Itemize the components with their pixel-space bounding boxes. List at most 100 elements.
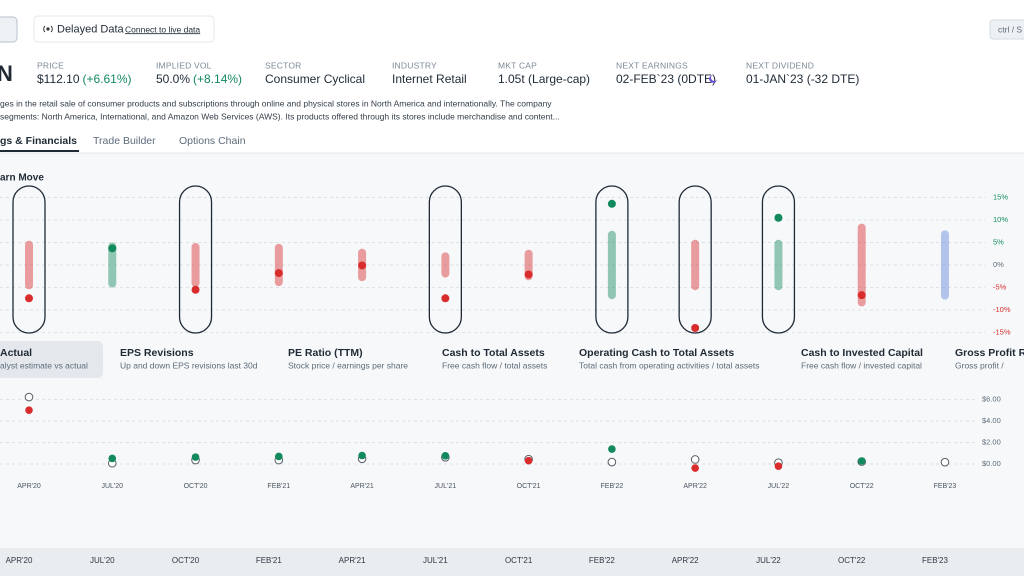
x-tick-label: FEB'21 (267, 483, 290, 490)
highlight-outline (678, 185, 712, 334)
move-range (940, 230, 949, 300)
field-value: 02-FEB`23 (0DTE) (616, 72, 716, 86)
timeline-label[interactable]: APR'20 (6, 556, 33, 565)
metric-title[interactable]: PE Ratio (TTM) (288, 347, 363, 359)
connect-link[interactable]: Connect to live data (125, 24, 200, 34)
move-range (774, 239, 783, 291)
metric-subtitle[interactable]: Total cash from operating activities / t… (579, 360, 759, 370)
data-status: Delayed Data (57, 23, 125, 35)
actual (108, 454, 117, 463)
field-label: NEXT DIVIDEND (746, 60, 814, 70)
x-tick-label: OCT'20 (184, 483, 208, 490)
actual (191, 453, 200, 461)
eps-chart: $6.00 $4.00 $2.00 $0.00 APR'20 JUL'20 OCT'20 FE… (0, 392, 1001, 490)
x-tick-label: OCT'21 (517, 483, 541, 490)
actual (524, 456, 533, 465)
field-value: 1.05t (Large-cap) (498, 72, 590, 86)
move-range (607, 230, 616, 300)
y-tick-label: 5% (993, 237, 1004, 246)
metric-title[interactable]: EPS Revisions (120, 347, 194, 359)
metric-subtitle[interactable]: Free cash flow / invested capital (801, 360, 922, 370)
timeline-label[interactable]: JUL'21 (423, 556, 448, 565)
timeline-bg (0, 548, 1024, 576)
move-range (441, 252, 450, 278)
field-label: MKT CAP (498, 60, 537, 70)
y-tick-label: -5% (993, 282, 1007, 291)
field-value: $112.10 (+6.61%) (37, 72, 132, 86)
x-tick-label: FEB'22 (601, 483, 624, 490)
menu-button[interactable] (0, 16, 18, 43)
actual-move (274, 269, 283, 278)
timeline-label[interactable]: APR'22 (672, 556, 699, 565)
metric-title[interactable]: Actual (0, 347, 32, 359)
tab[interactable]: gs & Financials (0, 135, 77, 147)
y-tick-label: 0% (993, 260, 1004, 269)
move-range (691, 239, 700, 291)
x-tick-label: JUL'21 (435, 483, 457, 490)
actual (441, 452, 450, 460)
metric-subtitle[interactable]: Up and down EPS revisions last 30d (120, 360, 258, 370)
actual-move (774, 213, 783, 222)
field-label: PRICE (37, 60, 64, 70)
highlight-outline (595, 185, 629, 334)
timeline-label[interactable]: JUL'20 (90, 556, 115, 565)
y-tick-label: 10% (993, 215, 1008, 224)
tab[interactable]: Trade Builder (93, 135, 156, 147)
description: ges in the retail sale of consumer produ… (0, 98, 552, 108)
estimate (607, 457, 617, 467)
timeline-label[interactable]: FEB'22 (589, 556, 616, 565)
y-tick-label: -15% (993, 327, 1011, 336)
estimate (690, 455, 700, 464)
y-tick-label: 15% (993, 192, 1008, 201)
actual-move (607, 199, 616, 208)
highlight-outline (761, 185, 796, 334)
timeline-label[interactable]: JUL'22 (756, 556, 781, 565)
x-tick-label: JUL'20 (101, 483, 123, 490)
signal-icon (43, 25, 53, 33)
metric-title[interactable]: Cash to Invested Capital (801, 347, 923, 359)
x-tick-label: OCT'22 (850, 483, 874, 490)
earn-move-chart: 15% 10% 5% 0% -5% -10% -15% (0, 185, 1011, 336)
field-change: (+6.61%) (83, 72, 132, 86)
metric-subtitle[interactable]: Stock price / earnings per share (288, 360, 408, 370)
fields: PRICE $112.10 (+6.61%) IMPLIED VOL 50.0% (+8.… (37, 60, 859, 86)
data-badge (33, 15, 215, 43)
y-tick-label: $0.00 (982, 459, 1001, 468)
metric-subtitle[interactable]: Gross profit / (955, 360, 1004, 370)
metric-subtitle[interactable]: Free cash flow / total assets (442, 360, 547, 370)
actual-move (108, 244, 117, 253)
timeline-label[interactable]: FEB'23 (922, 556, 949, 565)
actual (774, 462, 783, 470)
highlight-outline (428, 185, 463, 334)
field-label: SECTOR (265, 60, 301, 70)
estimate (24, 392, 34, 402)
tab-underline (0, 150, 80, 152)
timeline-label[interactable]: FEB'21 (256, 556, 283, 565)
move-range (108, 242, 117, 288)
timeline-label[interactable]: OCT'22 (838, 556, 866, 565)
field-change: (+8.14%) (193, 72, 242, 86)
field-label: IMPLIED VOL (156, 60, 212, 70)
field-value: 1.05t (Large-cap) (498, 72, 590, 86)
x-tick-label: APR'21 (350, 483, 374, 490)
timeline-label[interactable]: APR'21 (339, 556, 366, 565)
field-value: 01-JAN`23 (-32 DTE) (746, 72, 859, 86)
actual (608, 445, 616, 453)
metric-subtitle[interactable]: alyst estimate vs actual (0, 360, 88, 370)
metric-selected (0, 341, 103, 378)
actual (691, 464, 699, 472)
x-tick-label: APR'22 (683, 483, 707, 490)
timeline-label[interactable]: OCT'21 (505, 556, 533, 565)
tab[interactable]: Options Chain (179, 135, 246, 147)
shortcut: ctrl / S (998, 24, 1022, 34)
actual-move (524, 270, 533, 279)
y-tick-label: $2.00 (982, 437, 1001, 446)
actual (25, 406, 33, 414)
highlight-outline (12, 185, 46, 334)
metric-title[interactable]: Gross Profit Ra (955, 347, 1024, 359)
metric-title[interactable]: Cash to Total Assets (442, 347, 545, 359)
content-bg (0, 153, 1024, 548)
timeline-label[interactable]: OCT'20 (172, 556, 200, 565)
metric-title[interactable]: Operating Cash to Total Assets (579, 347, 734, 359)
field-value: 02-FEB`23 (0DTE) (616, 72, 716, 86)
